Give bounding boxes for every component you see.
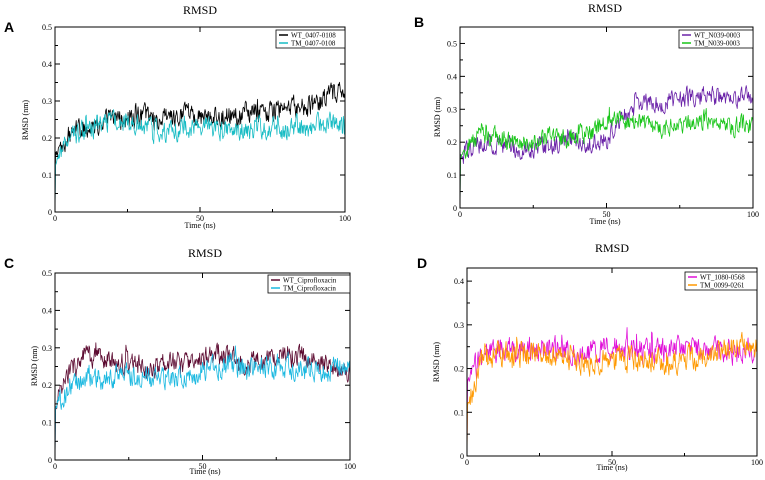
y-tick-label: 0.4 xyxy=(454,277,464,286)
x-axis-label: Time (ns) xyxy=(184,221,215,230)
y-tick-label: 0.2 xyxy=(42,381,52,390)
y-tick-label: 0.4 xyxy=(447,72,457,81)
panel-c: C RMSD 0 0.1 0.2 0.3 0.4 0.5 0 50 100 Time (ns) RMSD… xyxy=(4,246,356,476)
series-line-tm xyxy=(55,345,350,460)
y-tick-label: 0.1 xyxy=(454,408,464,417)
series-line-tm xyxy=(460,106,753,208)
legend-label: WT_0407-0108 xyxy=(291,32,336,40)
panel-letter: C xyxy=(4,255,14,271)
legend-label: WT_1080-0568 xyxy=(700,274,745,282)
series-line-tm xyxy=(467,331,757,456)
legend-label: TM_0407-0108 xyxy=(291,40,336,48)
x-tick-label: 100 xyxy=(747,210,759,219)
y-tick-label: 0.4 xyxy=(42,60,52,69)
chart-title: RMSD xyxy=(588,1,622,15)
y-tick-label: 0.1 xyxy=(42,171,52,180)
y-tick-label: 0 xyxy=(460,452,464,461)
y-tick-label: 0 xyxy=(48,456,52,465)
chart-title: RMSD xyxy=(595,241,629,255)
legend-box xyxy=(267,274,351,294)
panel-letter: D xyxy=(417,255,427,271)
x-tick-label: 100 xyxy=(344,462,356,471)
y-tick-label: 0.2 xyxy=(447,138,457,147)
y-tick-label: 0.2 xyxy=(454,365,464,374)
panel-d: D RMSD 0 0.1 0.2 0.3 0.4 0 50 100 Time (ns) RMSD (n… xyxy=(417,241,763,472)
legend-label: WT_N039-0003 xyxy=(694,32,741,40)
y-axis-label: RMSD (nm) xyxy=(21,100,30,141)
legend-box xyxy=(684,271,758,291)
y-tick-label: 0.3 xyxy=(454,321,464,330)
series-line-tm xyxy=(55,109,345,212)
legend-box xyxy=(275,29,346,49)
legend-label: TM_Ciprofloxacin xyxy=(283,285,336,293)
panel-letter: B xyxy=(414,14,424,30)
y-tick-label: 0.3 xyxy=(447,105,457,114)
y-tick-label: 0.5 xyxy=(42,23,52,32)
x-tick-label: 100 xyxy=(339,214,351,223)
y-axis-label: RMSD (nm) xyxy=(433,97,442,138)
series-line-wt xyxy=(460,85,753,208)
y-tick-label: 0.3 xyxy=(42,97,52,106)
x-tick-label: 0 xyxy=(465,458,469,467)
chart-title: RMSD xyxy=(183,3,217,17)
panel-letter: A xyxy=(4,19,14,35)
series-line-wt xyxy=(55,81,345,212)
x-tick-label: 50 xyxy=(603,210,611,219)
x-axis-label: Time (ns) xyxy=(189,467,220,476)
legend-label: TM_0099-0261 xyxy=(700,282,745,290)
x-axis-label: Time (ns) xyxy=(596,463,627,472)
panel-a: A RMSD 0 0.1 0.2 0.3 0.4 0.5 0 50 100 Time (ns) RMSD… xyxy=(4,3,351,230)
series-line-wt xyxy=(467,327,757,456)
y-axis-label: RMSD (nm) xyxy=(432,342,441,383)
y-tick-label: 0.1 xyxy=(447,171,457,180)
y-tick-label: 0.1 xyxy=(42,419,52,428)
x-tick-label: 0 xyxy=(53,214,57,223)
x-tick-label: 50 xyxy=(196,214,204,223)
x-tick-label: 100 xyxy=(751,458,763,467)
panel-b: B RMSD 0 0.1 0.2 0.3 0.4 0.5 0 50 100 Time (ns) RMSD… xyxy=(414,1,759,226)
y-tick-label: 0.2 xyxy=(42,134,52,143)
x-tick-label: 50 xyxy=(199,462,207,471)
y-axis-label: RMSD (nm) xyxy=(30,346,39,387)
series-line-wt xyxy=(55,342,350,460)
y-tick-label: 0 xyxy=(453,204,457,213)
x-tick-label: 50 xyxy=(608,458,616,467)
plot-frame xyxy=(459,26,754,209)
x-tick-label: 0 xyxy=(458,210,462,219)
legend-label: WT_Ciprofloxacin xyxy=(283,277,337,285)
y-tick-label: 0.3 xyxy=(42,344,52,353)
x-axis-label: Time (ns) xyxy=(589,217,620,226)
legend-label: TM_N039-0003 xyxy=(694,40,740,48)
legend-box xyxy=(678,29,754,49)
plot-frame xyxy=(54,26,346,213)
y-tick-label: 0 xyxy=(48,208,52,217)
y-tick-label: 0.4 xyxy=(42,306,52,315)
y-tick-label: 0.5 xyxy=(447,39,457,48)
x-tick-label: 0 xyxy=(53,462,57,471)
chart-title: RMSD xyxy=(188,246,222,260)
y-tick-label: 0.5 xyxy=(42,269,52,278)
